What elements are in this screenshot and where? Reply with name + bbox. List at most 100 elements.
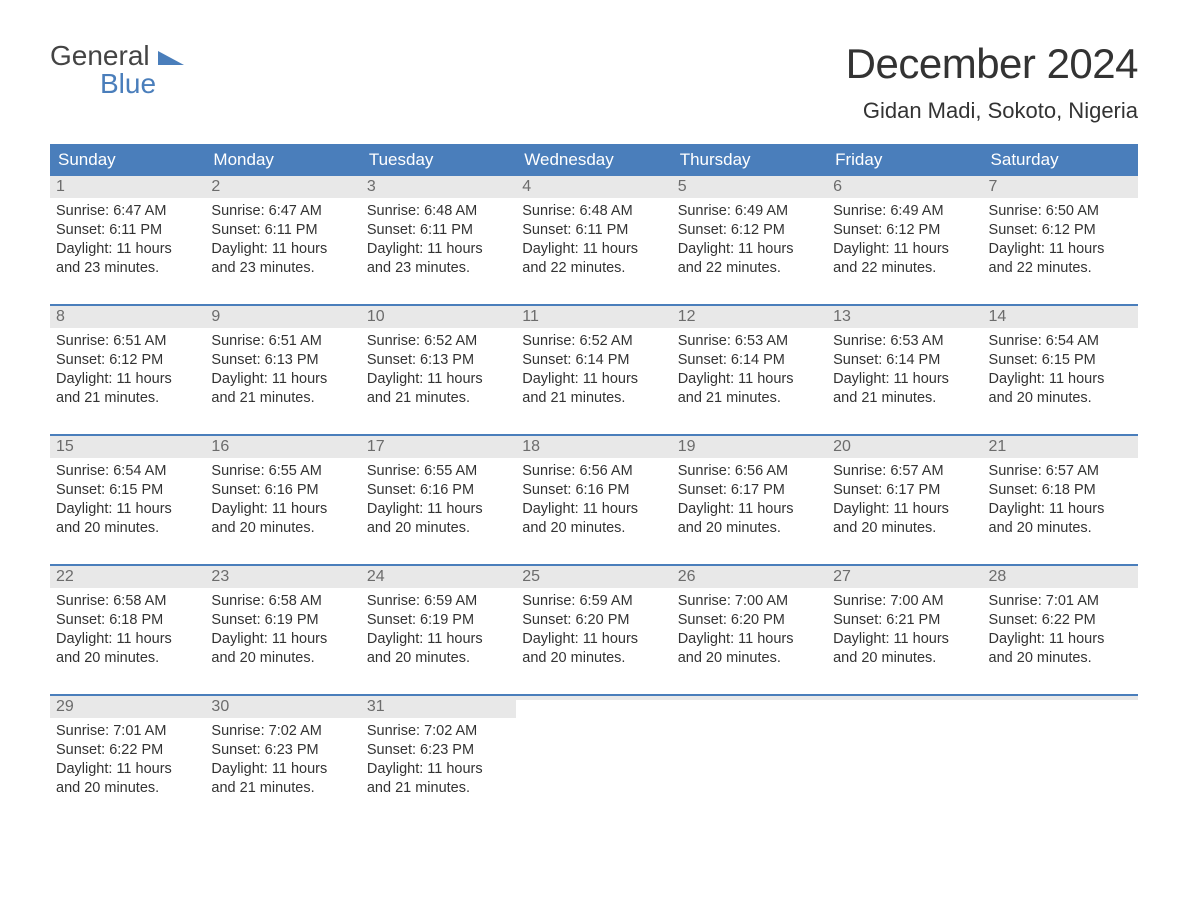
day-number: 4 xyxy=(522,178,531,195)
day-sunrise: Sunrise: 6:52 AM xyxy=(367,332,510,351)
day-sunrise: Sunrise: 6:55 AM xyxy=(367,462,510,481)
day-content: Sunrise: 7:01 AMSunset: 6:22 PMDaylight:… xyxy=(983,588,1138,671)
day-d2: and 23 minutes. xyxy=(211,259,354,278)
day-d2: and 20 minutes. xyxy=(367,519,510,538)
day-d2: and 21 minutes. xyxy=(56,389,199,408)
day-content: Sunrise: 7:01 AMSunset: 6:22 PMDaylight:… xyxy=(50,718,205,801)
day-content: Sunrise: 6:51 AMSunset: 6:13 PMDaylight:… xyxy=(205,328,360,411)
day-number: 18 xyxy=(522,438,540,455)
day-d1: Daylight: 11 hours xyxy=(56,630,199,649)
day-sunrise: Sunrise: 6:58 AM xyxy=(211,592,354,611)
day-sunset: Sunset: 6:19 PM xyxy=(211,611,354,630)
week-row: 8Sunrise: 6:51 AMSunset: 6:12 PMDaylight… xyxy=(50,304,1138,422)
day-cell: 29Sunrise: 7:01 AMSunset: 6:22 PMDayligh… xyxy=(50,696,205,812)
day-sunrise: Sunrise: 6:57 AM xyxy=(989,462,1132,481)
day-d2: and 20 minutes. xyxy=(678,519,821,538)
day-d1: Daylight: 11 hours xyxy=(989,240,1132,259)
day-header: Thursday xyxy=(672,144,827,176)
logo-flag-icon xyxy=(158,47,184,70)
month-title: December 2024 xyxy=(846,40,1138,88)
day-content: Sunrise: 7:00 AMSunset: 6:20 PMDaylight:… xyxy=(672,588,827,671)
day-d2: and 22 minutes. xyxy=(522,259,665,278)
day-sunset: Sunset: 6:17 PM xyxy=(678,481,821,500)
day-d1: Daylight: 11 hours xyxy=(211,630,354,649)
day-d2: and 21 minutes. xyxy=(367,779,510,798)
day-sunset: Sunset: 6:18 PM xyxy=(989,481,1132,500)
day-sunrise: Sunrise: 6:53 AM xyxy=(833,332,976,351)
day-sunset: Sunset: 6:20 PM xyxy=(522,611,665,630)
day-content: Sunrise: 6:49 AMSunset: 6:12 PMDaylight:… xyxy=(672,198,827,281)
day-d1: Daylight: 11 hours xyxy=(367,370,510,389)
day-number-row: 7 xyxy=(983,176,1138,198)
day-sunset: Sunset: 6:14 PM xyxy=(522,351,665,370)
day-sunset: Sunset: 6:14 PM xyxy=(833,351,976,370)
day-number-row: 11 xyxy=(516,306,671,328)
day-d1: Daylight: 11 hours xyxy=(367,500,510,519)
week-row: 22Sunrise: 6:58 AMSunset: 6:18 PMDayligh… xyxy=(50,564,1138,682)
day-content: Sunrise: 6:52 AMSunset: 6:13 PMDaylight:… xyxy=(361,328,516,411)
day-number: 26 xyxy=(678,568,696,585)
day-sunset: Sunset: 6:11 PM xyxy=(211,221,354,240)
day-sunrise: Sunrise: 6:48 AM xyxy=(522,202,665,221)
day-cell: 16Sunrise: 6:55 AMSunset: 6:16 PMDayligh… xyxy=(205,436,360,552)
day-cell xyxy=(672,696,827,812)
day-number-row: 9 xyxy=(205,306,360,328)
day-sunset: Sunset: 6:12 PM xyxy=(56,351,199,370)
day-sunset: Sunset: 6:18 PM xyxy=(56,611,199,630)
day-number-row: 24 xyxy=(361,566,516,588)
day-sunset: Sunset: 6:15 PM xyxy=(56,481,199,500)
day-sunrise: Sunrise: 6:51 AM xyxy=(211,332,354,351)
day-content: Sunrise: 6:59 AMSunset: 6:19 PMDaylight:… xyxy=(361,588,516,671)
day-number-row: 27 xyxy=(827,566,982,588)
day-sunrise: Sunrise: 6:51 AM xyxy=(56,332,199,351)
day-sunset: Sunset: 6:19 PM xyxy=(367,611,510,630)
day-content: Sunrise: 6:47 AMSunset: 6:11 PMDaylight:… xyxy=(205,198,360,281)
day-cell: 6Sunrise: 6:49 AMSunset: 6:12 PMDaylight… xyxy=(827,176,982,292)
day-d2: and 20 minutes. xyxy=(833,519,976,538)
day-d2: and 20 minutes. xyxy=(522,649,665,668)
day-number-row: 31 xyxy=(361,696,516,718)
day-content: Sunrise: 6:48 AMSunset: 6:11 PMDaylight:… xyxy=(516,198,671,281)
day-number: 6 xyxy=(833,178,842,195)
day-sunset: Sunset: 6:16 PM xyxy=(522,481,665,500)
page-header: General Blue December 2024 Gidan Madi, S… xyxy=(50,40,1138,124)
day-content: Sunrise: 6:54 AMSunset: 6:15 PMDaylight:… xyxy=(50,458,205,541)
day-d1: Daylight: 11 hours xyxy=(56,240,199,259)
day-cell: 17Sunrise: 6:55 AMSunset: 6:16 PMDayligh… xyxy=(361,436,516,552)
day-cell: 7Sunrise: 6:50 AMSunset: 6:12 PMDaylight… xyxy=(983,176,1138,292)
day-number-row: 25 xyxy=(516,566,671,588)
day-number: 10 xyxy=(367,308,385,325)
day-cell xyxy=(827,696,982,812)
day-content: Sunrise: 6:53 AMSunset: 6:14 PMDaylight:… xyxy=(672,328,827,411)
day-sunset: Sunset: 6:14 PM xyxy=(678,351,821,370)
day-header: Monday xyxy=(205,144,360,176)
day-sunset: Sunset: 6:15 PM xyxy=(989,351,1132,370)
day-number-row: 14 xyxy=(983,306,1138,328)
day-sunrise: Sunrise: 7:02 AM xyxy=(367,722,510,741)
day-d1: Daylight: 11 hours xyxy=(56,760,199,779)
day-cell: 18Sunrise: 6:56 AMSunset: 6:16 PMDayligh… xyxy=(516,436,671,552)
day-content: Sunrise: 6:51 AMSunset: 6:12 PMDaylight:… xyxy=(50,328,205,411)
day-content: Sunrise: 6:53 AMSunset: 6:14 PMDaylight:… xyxy=(827,328,982,411)
day-sunset: Sunset: 6:11 PM xyxy=(367,221,510,240)
day-cell: 24Sunrise: 6:59 AMSunset: 6:19 PMDayligh… xyxy=(361,566,516,682)
day-number: 23 xyxy=(211,568,229,585)
day-d1: Daylight: 11 hours xyxy=(833,370,976,389)
day-cell: 27Sunrise: 7:00 AMSunset: 6:21 PMDayligh… xyxy=(827,566,982,682)
day-number: 13 xyxy=(833,308,851,325)
day-number: 20 xyxy=(833,438,851,455)
day-header: Sunday xyxy=(50,144,205,176)
day-number-row: 26 xyxy=(672,566,827,588)
day-sunset: Sunset: 6:16 PM xyxy=(211,481,354,500)
day-number-row: 5 xyxy=(672,176,827,198)
day-header: Wednesday xyxy=(516,144,671,176)
day-sunrise: Sunrise: 6:56 AM xyxy=(522,462,665,481)
day-number: 28 xyxy=(989,568,1007,585)
day-number-row: 19 xyxy=(672,436,827,458)
day-number-row: 21 xyxy=(983,436,1138,458)
day-d2: and 20 minutes. xyxy=(522,519,665,538)
day-d2: and 21 minutes. xyxy=(833,389,976,408)
day-number: 21 xyxy=(989,438,1007,455)
day-cell: 2Sunrise: 6:47 AMSunset: 6:11 PMDaylight… xyxy=(205,176,360,292)
day-d1: Daylight: 11 hours xyxy=(833,500,976,519)
